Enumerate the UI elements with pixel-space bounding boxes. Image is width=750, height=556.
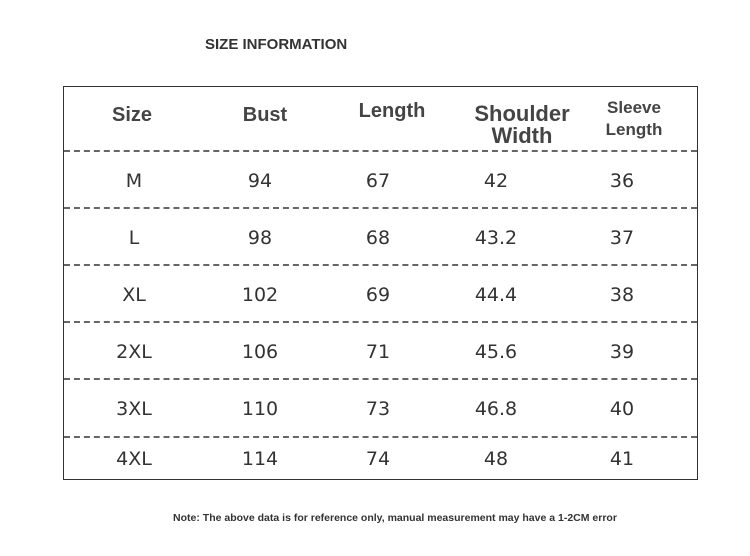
column-header: Length (358, 100, 426, 122)
row-separator (64, 321, 697, 323)
column-header: Bust (242, 104, 288, 126)
table-cell: 45.6 (474, 340, 518, 363)
title: SIZE INFORMATION (205, 36, 348, 53)
row-separator (64, 207, 697, 209)
table-cell: L (128, 226, 140, 249)
column-header: Size (111, 104, 153, 126)
table-cell: 4XL (116, 448, 152, 470)
size-table: Size Bust Length Shoulder Width Sleeve Lengt… (63, 86, 698, 480)
row-separator (64, 150, 697, 152)
table-cell: M (125, 169, 143, 192)
note: Note: The above data is for reference on… (173, 512, 617, 524)
table-cell: 73 (365, 398, 391, 420)
table-cell: 43.2 (474, 226, 518, 249)
table-cell: 98 (247, 226, 273, 249)
table-cell: 44.4 (474, 283, 518, 306)
table-cell: 48 (483, 448, 509, 470)
table-cell: 102 (241, 283, 279, 306)
table-cell: 42 (483, 169, 509, 192)
table-cell: 110 (241, 398, 279, 420)
table-cell: 3XL (116, 398, 152, 420)
table-cell: 40 (609, 398, 635, 420)
table-cell: 38 (609, 283, 635, 306)
table-cell: 37 (609, 226, 635, 249)
row-separator (64, 264, 697, 266)
table-cell: 41 (609, 448, 635, 470)
table-cell: 71 (365, 340, 391, 363)
table-cell: 67 (365, 169, 391, 192)
table-cell: 114 (241, 448, 279, 470)
table-cell: 39 (609, 340, 635, 363)
table-cell: 69 (365, 283, 391, 306)
table-cell: 94 (247, 169, 273, 192)
table-cell: 74 (365, 448, 391, 470)
table-cell: 2XL (116, 340, 152, 363)
table-cell: 68 (365, 226, 391, 249)
column-header: Shoulder Width (474, 101, 570, 148)
table-cell: 46.8 (474, 398, 518, 420)
column-header: Sleeve Length (605, 98, 663, 139)
row-separator (64, 378, 697, 380)
table-cell: 106 (241, 340, 279, 363)
row-separator (64, 436, 697, 438)
table-cell: 36 (609, 169, 635, 192)
table-cell: XL (122, 283, 146, 306)
